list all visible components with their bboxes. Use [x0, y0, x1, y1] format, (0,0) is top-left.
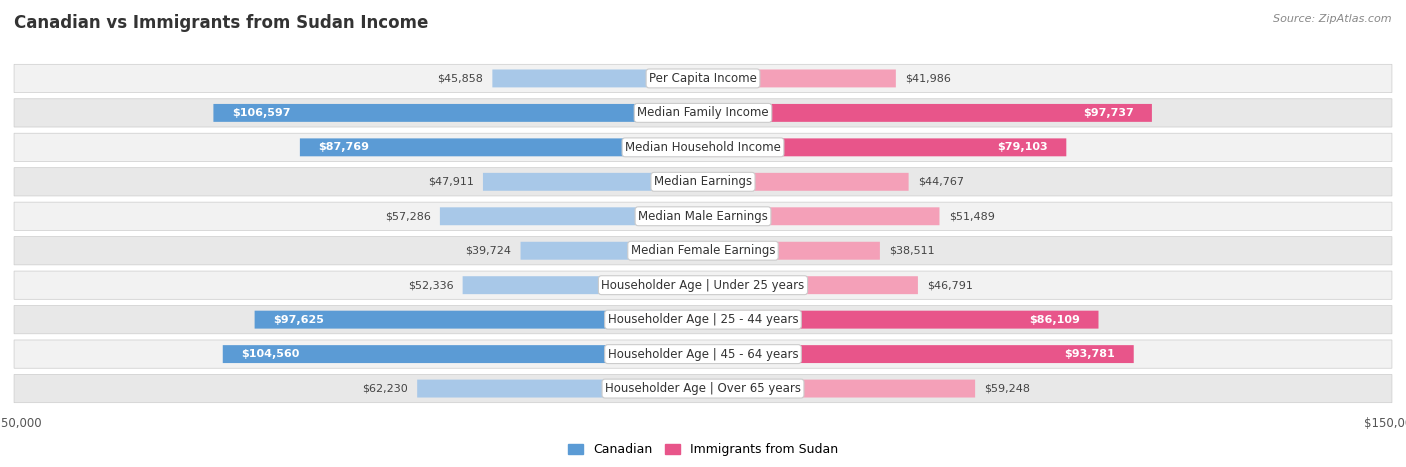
Text: $97,737: $97,737 — [1083, 108, 1133, 118]
FancyBboxPatch shape — [254, 311, 703, 329]
FancyBboxPatch shape — [703, 276, 918, 294]
Text: $87,769: $87,769 — [318, 142, 370, 152]
Legend: Canadian, Immigrants from Sudan: Canadian, Immigrants from Sudan — [562, 439, 844, 461]
Text: Canadian vs Immigrants from Sudan Income: Canadian vs Immigrants from Sudan Income — [14, 14, 429, 32]
Text: $104,560: $104,560 — [242, 349, 299, 359]
FancyBboxPatch shape — [14, 64, 1392, 92]
FancyBboxPatch shape — [703, 173, 908, 191]
FancyBboxPatch shape — [14, 202, 1392, 230]
Text: $106,597: $106,597 — [232, 108, 290, 118]
FancyBboxPatch shape — [520, 242, 703, 260]
FancyBboxPatch shape — [14, 99, 1392, 127]
Text: $93,781: $93,781 — [1064, 349, 1115, 359]
Text: $79,103: $79,103 — [997, 142, 1047, 152]
Text: Median Household Income: Median Household Income — [626, 141, 780, 154]
Text: $38,511: $38,511 — [889, 246, 935, 256]
Text: Median Female Earnings: Median Female Earnings — [631, 244, 775, 257]
Text: $41,986: $41,986 — [905, 73, 950, 84]
FancyBboxPatch shape — [14, 375, 1392, 403]
Text: Householder Age | Over 65 years: Householder Age | Over 65 years — [605, 382, 801, 395]
Text: $62,230: $62,230 — [363, 383, 408, 394]
FancyBboxPatch shape — [703, 380, 976, 397]
FancyBboxPatch shape — [703, 311, 1098, 329]
Text: Householder Age | 25 - 44 years: Householder Age | 25 - 44 years — [607, 313, 799, 326]
FancyBboxPatch shape — [703, 138, 1066, 156]
Text: Median Earnings: Median Earnings — [654, 175, 752, 188]
FancyBboxPatch shape — [482, 173, 703, 191]
Text: $86,109: $86,109 — [1029, 315, 1080, 325]
FancyBboxPatch shape — [703, 104, 1152, 122]
FancyBboxPatch shape — [222, 345, 703, 363]
Text: Median Male Earnings: Median Male Earnings — [638, 210, 768, 223]
FancyBboxPatch shape — [14, 340, 1392, 368]
Text: $97,625: $97,625 — [273, 315, 323, 325]
FancyBboxPatch shape — [463, 276, 703, 294]
FancyBboxPatch shape — [703, 242, 880, 260]
FancyBboxPatch shape — [440, 207, 703, 225]
FancyBboxPatch shape — [703, 207, 939, 225]
Text: Source: ZipAtlas.com: Source: ZipAtlas.com — [1274, 14, 1392, 24]
FancyBboxPatch shape — [14, 271, 1392, 299]
Text: $46,791: $46,791 — [927, 280, 973, 290]
Text: $51,489: $51,489 — [949, 211, 994, 221]
Text: $52,336: $52,336 — [408, 280, 454, 290]
Text: Householder Age | Under 25 years: Householder Age | Under 25 years — [602, 279, 804, 292]
Text: $39,724: $39,724 — [465, 246, 512, 256]
FancyBboxPatch shape — [299, 138, 703, 156]
Text: Median Family Income: Median Family Income — [637, 106, 769, 120]
Text: $57,286: $57,286 — [385, 211, 430, 221]
Text: $59,248: $59,248 — [984, 383, 1031, 394]
FancyBboxPatch shape — [703, 345, 1133, 363]
FancyBboxPatch shape — [14, 133, 1392, 162]
FancyBboxPatch shape — [703, 70, 896, 87]
FancyBboxPatch shape — [14, 237, 1392, 265]
FancyBboxPatch shape — [14, 305, 1392, 334]
Text: $45,858: $45,858 — [437, 73, 484, 84]
FancyBboxPatch shape — [418, 380, 703, 397]
Text: $44,767: $44,767 — [918, 177, 963, 187]
FancyBboxPatch shape — [214, 104, 703, 122]
FancyBboxPatch shape — [14, 168, 1392, 196]
FancyBboxPatch shape — [492, 70, 703, 87]
Text: $47,911: $47,911 — [427, 177, 474, 187]
Text: Householder Age | 45 - 64 years: Householder Age | 45 - 64 years — [607, 347, 799, 361]
Text: Per Capita Income: Per Capita Income — [650, 72, 756, 85]
